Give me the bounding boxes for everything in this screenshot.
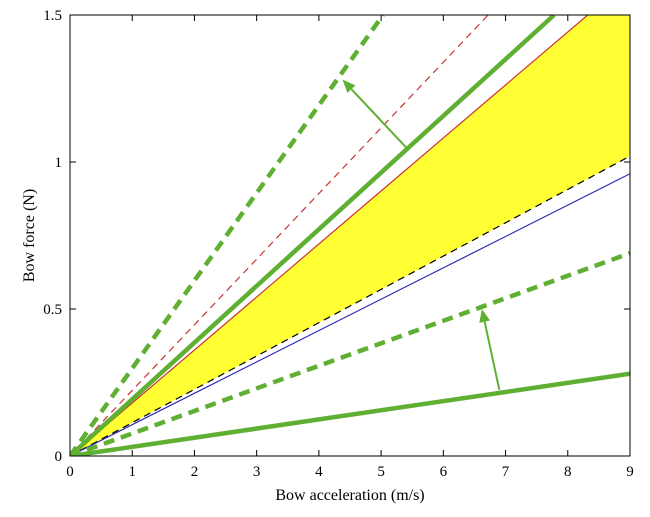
annotation-arrow-shaft-1 — [350, 88, 407, 148]
annotation-arrow-shaft-2 — [483, 321, 501, 391]
series-line-5 — [70, 15, 556, 456]
series-line-3 — [70, 15, 589, 456]
y-tick-label: 0.5 — [43, 302, 62, 318]
y-tick-label: 0 — [55, 449, 63, 465]
series-line-1 — [70, 155, 630, 456]
x-tick-label: 2 — [191, 464, 199, 480]
x-tick-label: 0 — [66, 464, 74, 480]
axes: 0 1 2 3 4 5 6 7 8 9 0 0.5 1 1.5 — [43, 8, 634, 480]
axes-box — [69, 14, 631, 457]
y-tick-label: 1 — [55, 155, 63, 171]
y-axis-title: Bow force (N) — [21, 189, 38, 282]
annotation-arrow-head-2 — [479, 309, 491, 323]
series-line-7 — [70, 371, 630, 456]
series-line-8 — [70, 251, 630, 456]
x-tick-label: 6 — [440, 464, 448, 480]
x-tick-label: 3 — [253, 464, 261, 480]
series-line-4 — [70, 15, 489, 456]
x-tick-label: 9 — [626, 464, 634, 480]
plot-content — [70, 15, 630, 456]
shaded-region — [70, 15, 630, 456]
series-line-6 — [70, 15, 385, 456]
x-tick-label: 4 — [315, 464, 323, 480]
x-axis-title: Bow acceleration (m/s) — [275, 487, 424, 504]
x-tick-label: 8 — [564, 464, 572, 480]
annotation-arrow-head-1 — [342, 79, 356, 93]
x-tick-label: 1 — [128, 464, 136, 480]
y-tick-label: 1.5 — [43, 8, 62, 24]
x-tick-label: 5 — [377, 464, 385, 480]
series-line-2 — [70, 173, 630, 456]
x-tick-label: 7 — [502, 464, 510, 480]
